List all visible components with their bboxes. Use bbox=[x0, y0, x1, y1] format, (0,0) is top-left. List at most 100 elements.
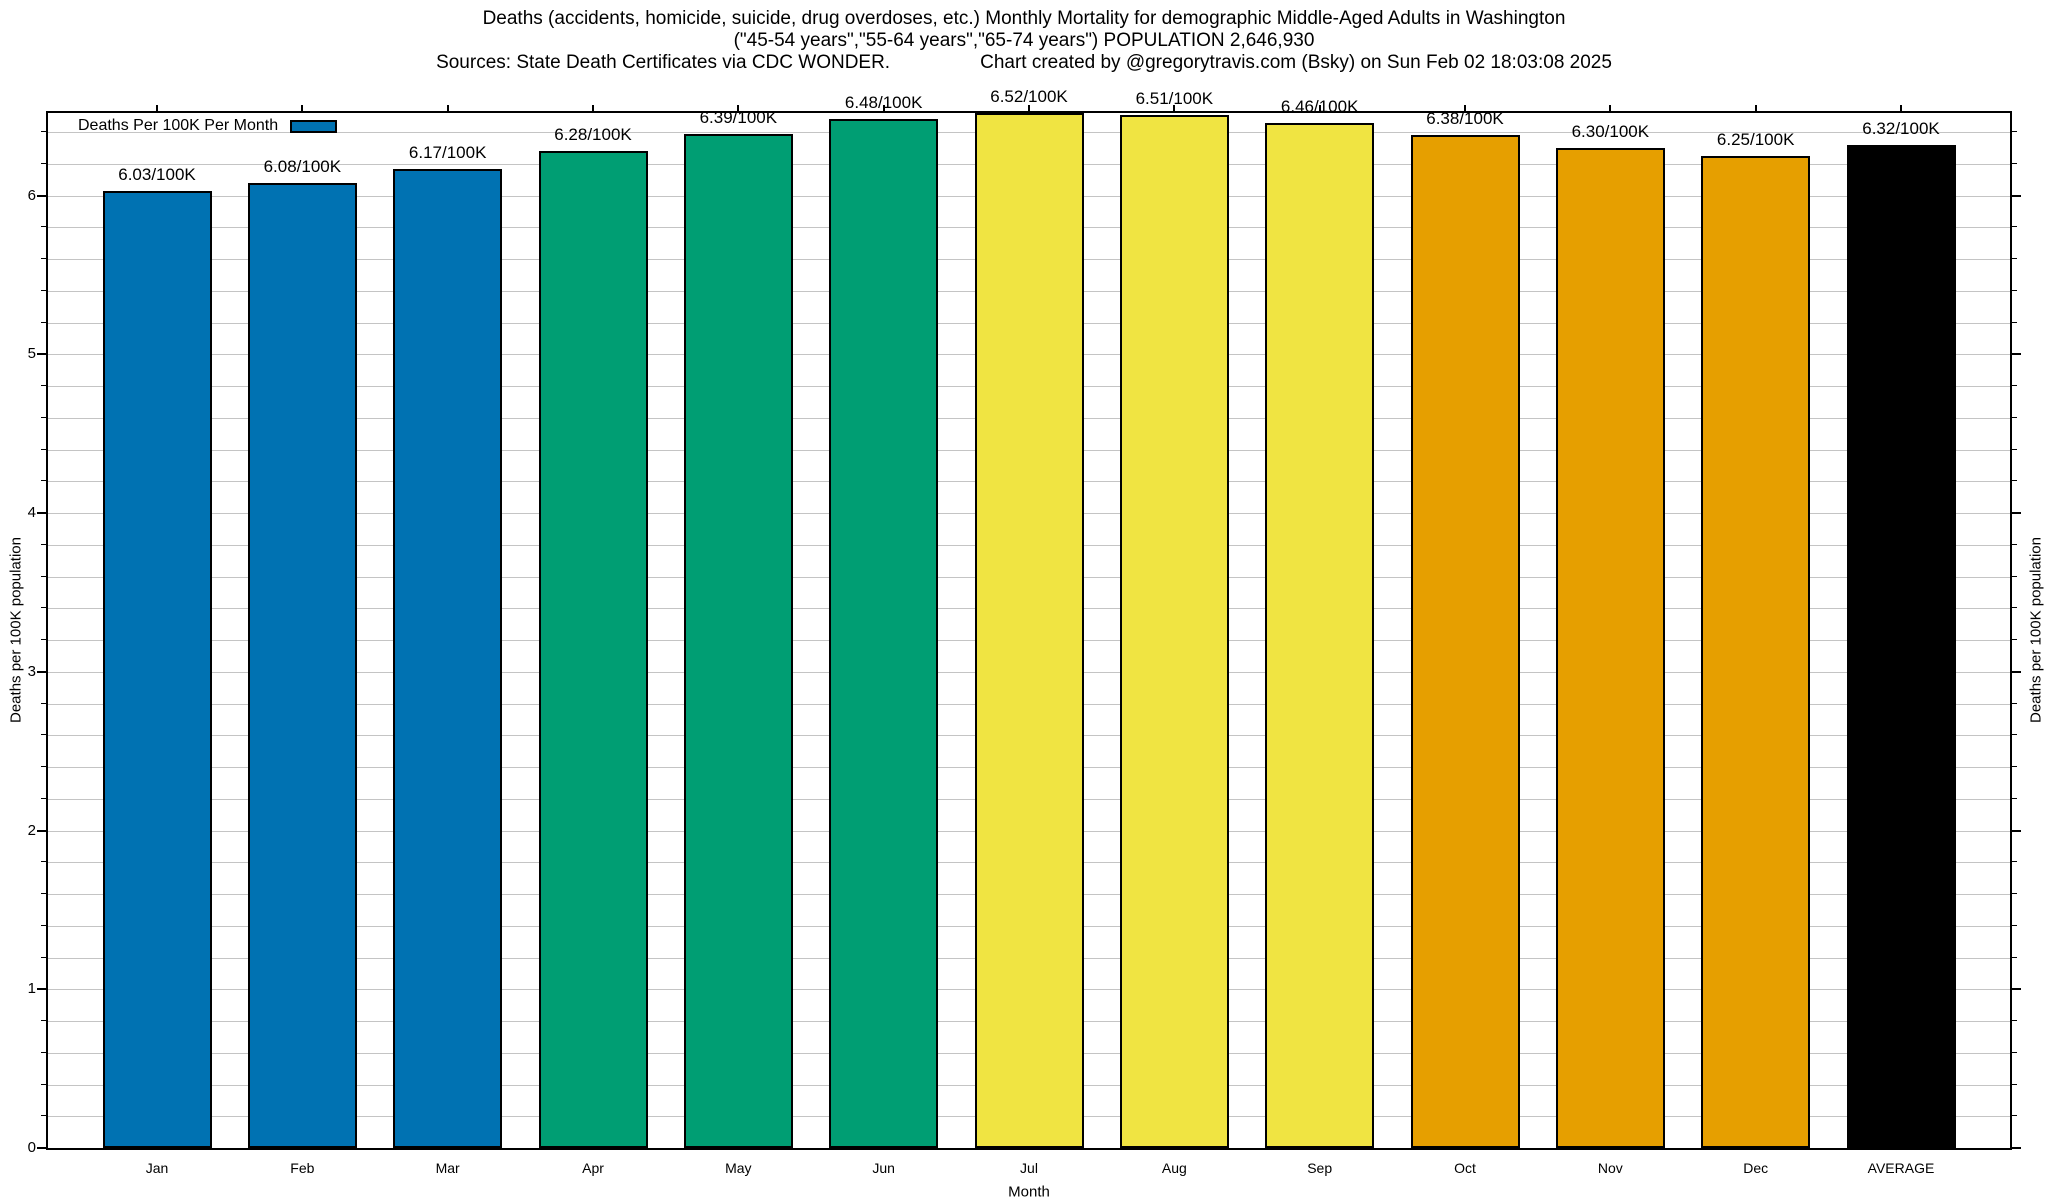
y-tick-right bbox=[2012, 1115, 2017, 1117]
x-tick-top bbox=[1464, 105, 1466, 111]
bar-value-label: 6.25/100K bbox=[1716, 129, 1795, 149]
y-tick-left bbox=[41, 226, 46, 228]
y-tick-right bbox=[2012, 321, 2017, 323]
y-tick-right bbox=[2012, 289, 2017, 291]
y-tick-left bbox=[41, 1115, 46, 1117]
x-tick-top bbox=[1754, 105, 1757, 111]
y-tick-right bbox=[2012, 1147, 2021, 1149]
bar bbox=[1265, 122, 1375, 1148]
y-tick-right bbox=[2012, 734, 2017, 736]
x-tick-label: Jan bbox=[145, 1160, 169, 1176]
bar-value-label: 6.38/100K bbox=[1426, 109, 1504, 129]
chart-title: Deaths (accidents, homicide, suicide, dr… bbox=[482, 8, 1566, 29]
y-tick-left bbox=[41, 289, 46, 291]
x-tick-top bbox=[882, 105, 885, 111]
y-tick-label: 0 bbox=[27, 1139, 36, 1156]
y-tick-left bbox=[41, 702, 46, 704]
y-tick-right bbox=[2012, 797, 2017, 799]
y-tick-left bbox=[41, 258, 46, 260]
y-axis-title-right: Deaths per 100K population bbox=[2027, 537, 2045, 723]
y-tick-left bbox=[41, 893, 46, 894]
y-tick-right bbox=[2012, 893, 2017, 894]
y-tick-right bbox=[2012, 766, 2017, 768]
bar-value-label: 6.30/100K bbox=[1571, 121, 1650, 141]
x-tick-top bbox=[592, 105, 594, 111]
y-tick-right bbox=[2012, 448, 2017, 450]
x-tick-label: Mar bbox=[435, 1160, 460, 1176]
y-tick-right bbox=[2012, 607, 2017, 609]
bar bbox=[538, 151, 648, 1148]
x-tick-top bbox=[1609, 105, 1612, 111]
y-tick-left bbox=[41, 639, 46, 641]
y-tick-left bbox=[41, 448, 46, 450]
y-tick-left bbox=[37, 670, 46, 673]
y-axis-title-left: Deaths per 100K population bbox=[7, 537, 25, 723]
y-tick-right bbox=[2012, 670, 2021, 673]
bar bbox=[247, 182, 357, 1148]
x-tick-label: Sep bbox=[1307, 1160, 1333, 1176]
bar-value-label: 6.08/100K bbox=[263, 156, 342, 176]
y-tick-left bbox=[41, 766, 46, 768]
y-tick-left bbox=[41, 416, 46, 418]
bar-value-label: 6.52/100K bbox=[990, 87, 1068, 106]
y-tick-left bbox=[41, 162, 46, 164]
y-tick-right bbox=[2012, 543, 2017, 545]
y-tick-right bbox=[2012, 512, 2021, 515]
y-tick-left bbox=[41, 1083, 46, 1085]
y-tick-left bbox=[41, 1051, 46, 1053]
source-note: Sources: State Death Certificates via CD… bbox=[436, 52, 891, 73]
y-tick-left bbox=[41, 734, 46, 736]
y-tick-left bbox=[41, 956, 46, 958]
y-tick-left bbox=[41, 543, 46, 545]
y-tick-left bbox=[41, 861, 46, 863]
x-tick-label: Feb bbox=[290, 1160, 315, 1176]
bar bbox=[393, 168, 503, 1148]
y-tick-left bbox=[37, 353, 46, 356]
y-tick-left bbox=[41, 575, 46, 577]
bar bbox=[102, 190, 212, 1148]
credit-note: Chart created by @gregorytravis.com (Bsk… bbox=[980, 52, 1612, 73]
y-tick-left bbox=[41, 480, 46, 482]
bar-value-label: 6.32/100K bbox=[1862, 118, 1940, 138]
chart-subtitle: ("45-54 years","55-64 years","65-74 year… bbox=[733, 30, 1315, 51]
x-tick-label: May bbox=[725, 1160, 752, 1176]
x-tick-top bbox=[737, 105, 740, 111]
y-tick-label: 5 bbox=[27, 345, 36, 363]
y-tick-right bbox=[2012, 1051, 2017, 1053]
y-tick-label: 1 bbox=[27, 980, 36, 998]
plot-area bbox=[48, 113, 2010, 1148]
y-tick-right bbox=[2012, 194, 2021, 197]
x-tick-label: Nov bbox=[1597, 1160, 1623, 1176]
bar-value-label: 6.03/100K bbox=[118, 164, 196, 184]
y-tick-right bbox=[2012, 829, 2021, 832]
y-tick-label: 4 bbox=[27, 504, 36, 522]
y-tick-right bbox=[2012, 1020, 2017, 1021]
y-tick-left bbox=[41, 607, 46, 609]
x-tick-top bbox=[1900, 105, 1902, 111]
x-tick-label: Jul bbox=[1020, 1160, 1038, 1176]
x-tick-label: AVERAGE bbox=[1867, 1160, 1935, 1176]
y-tick-right bbox=[2012, 416, 2017, 418]
y-tick-left bbox=[37, 988, 46, 991]
y-tick-right bbox=[2012, 988, 2021, 991]
bar-value-label: 6.17/100K bbox=[408, 142, 487, 162]
chart-header: Deaths (accidents, homicide, suicide, dr… bbox=[0, 8, 2048, 74]
bar-value-label: 6.48/100K bbox=[844, 93, 923, 113]
x-tick-top bbox=[1318, 105, 1321, 111]
x-tick-label: Jun bbox=[872, 1160, 895, 1176]
bar bbox=[1555, 147, 1665, 1148]
y-tick-left bbox=[37, 194, 46, 197]
x-tick-top bbox=[301, 105, 304, 111]
y-tick-left bbox=[41, 131, 46, 133]
y-tick-right bbox=[2012, 353, 2021, 356]
y-tick-label: 2 bbox=[27, 821, 36, 839]
y-tick-right bbox=[2012, 480, 2017, 482]
x-tick-top bbox=[1028, 105, 1030, 111]
y-tick-right bbox=[2012, 131, 2017, 133]
y-tick-left bbox=[37, 512, 46, 515]
y-tick-left bbox=[41, 797, 46, 799]
x-tick-top bbox=[446, 105, 449, 111]
bar bbox=[1119, 114, 1229, 1148]
bar-value-label: 6.39/100K bbox=[699, 107, 778, 127]
